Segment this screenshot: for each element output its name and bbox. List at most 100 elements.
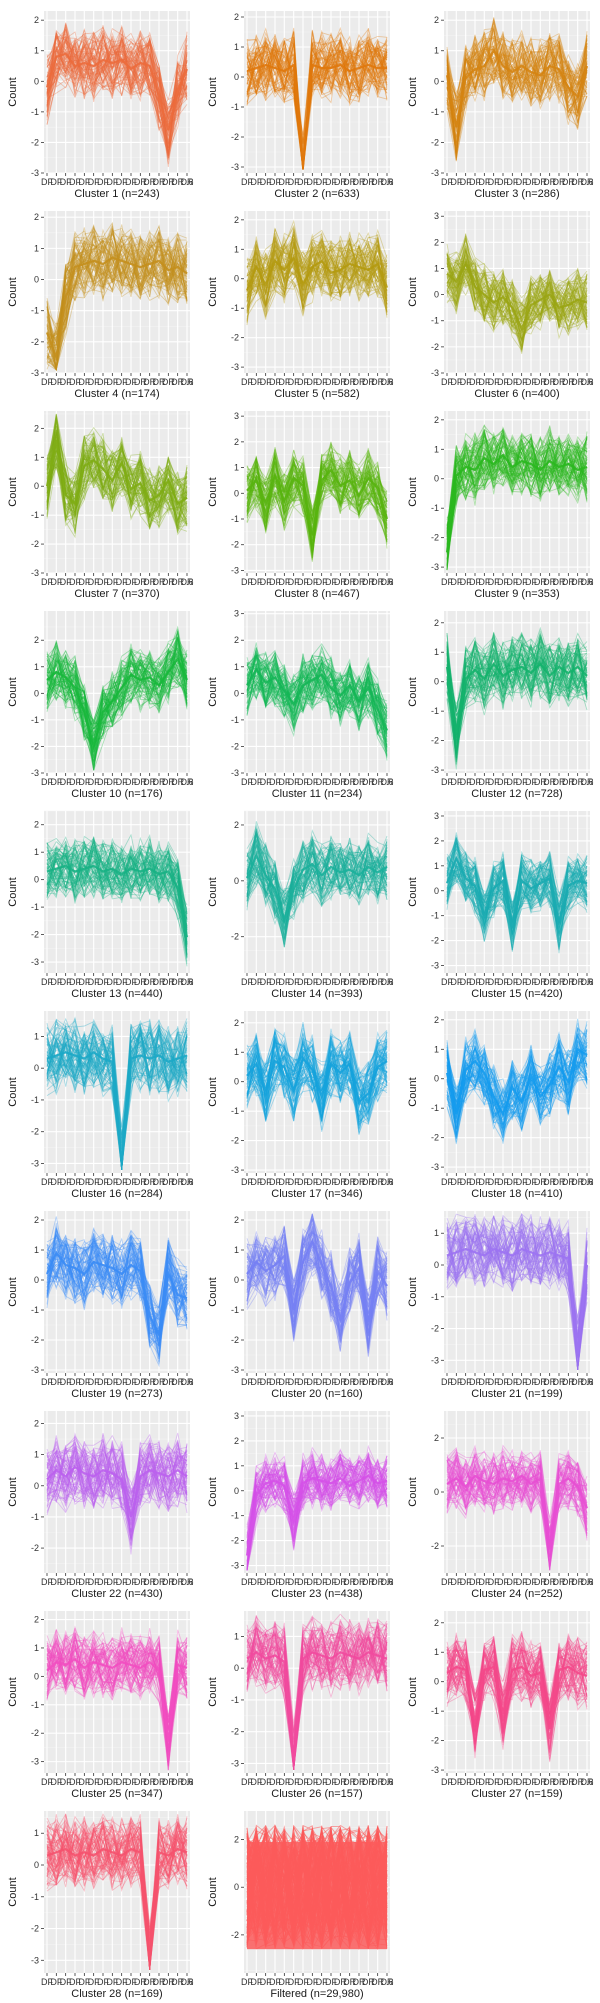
profile-line [246, 37, 388, 143]
y-tick-label: 0 [434, 1074, 439, 1084]
profile-line [446, 1225, 588, 1365]
profile-line [46, 1442, 188, 1533]
y-axis-label: Count [7, 877, 19, 906]
x-tick-label: DF [506, 1777, 518, 1787]
x-tick-label-last: .6 [586, 1777, 594, 1787]
profile-line [246, 1459, 388, 1571]
profile-line [446, 261, 588, 340]
x-tick-label: DF [116, 1577, 128, 1587]
profile-line [446, 838, 588, 936]
x-tick-label: DF [488, 777, 500, 787]
profile-line [246, 1624, 388, 1770]
y-axis-label: Count [407, 877, 419, 906]
x-tick-label: DF [278, 1977, 290, 1987]
x-tick-label: DF [497, 177, 509, 187]
profile-line [246, 27, 388, 171]
profile-line [246, 1027, 388, 1113]
y-tick-label: -2 [231, 741, 239, 751]
profile-lines [245, 1444, 388, 1571]
profile-line [246, 33, 388, 143]
y-tick-label: 2 [34, 1418, 39, 1428]
profile-line [46, 840, 188, 967]
x-tick-label: DF [450, 777, 462, 787]
profile-line [246, 455, 388, 547]
profile-line [446, 1230, 588, 1370]
profile-line [46, 445, 188, 526]
profile-line [46, 239, 188, 371]
profile-line [446, 21, 588, 133]
x-tick-label: DR [581, 1177, 594, 1187]
profile-line [446, 633, 588, 750]
profile-line [246, 46, 388, 166]
profile-line [46, 1241, 188, 1359]
profile-line [446, 37, 588, 114]
cluster-centroid-line [446, 1474, 589, 1549]
profile-line [46, 1435, 188, 1532]
profile-line [246, 232, 388, 291]
profile-line [46, 36, 188, 115]
profile-line [246, 839, 388, 920]
plot-background [244, 411, 390, 573]
x-tick-label: DF [469, 1177, 481, 1187]
profile-line [46, 843, 188, 926]
y-axis-label: Count [7, 1677, 19, 1706]
plot-background [244, 1411, 390, 1573]
profile-line [446, 1032, 588, 1131]
profile-line [46, 1027, 188, 1139]
profile-line [46, 1819, 188, 1942]
profile-line [446, 1218, 588, 1370]
x-tick-label-last: .6 [186, 777, 194, 787]
x-tick-label: DR [553, 977, 566, 987]
cluster-chart-svg: -3-2-1012DFDFDFDFDFDFDFDFDFDFDRDRDRDRDRD… [407, 11, 594, 200]
profile-line [246, 642, 388, 723]
profile-line [246, 1627, 388, 1730]
profile-line [246, 849, 388, 917]
profile-line [446, 1046, 588, 1139]
profile-line [246, 228, 388, 297]
x-tick-label: DF [241, 377, 253, 387]
profile-line [246, 49, 388, 171]
cluster-panel: -2 0 2 DF DF DF DF DF DF DF DF DF DF DR DR DR DR DR DR .6 Co… [200, 803, 400, 1003]
profile-line [246, 1023, 388, 1097]
x-tick-label: DF [441, 177, 453, 187]
profile-line [446, 1451, 588, 1553]
profile-line [46, 1814, 188, 1956]
profile-line [446, 233, 588, 329]
profile-line [246, 1626, 388, 1770]
profile-line [246, 656, 388, 727]
x-tick-label: DR [134, 177, 147, 187]
profile-line [46, 225, 188, 370]
profile-line [46, 840, 188, 928]
profile-line [46, 1440, 188, 1516]
profile-line [446, 631, 588, 728]
profile-line [246, 851, 388, 923]
profile-line [446, 1033, 588, 1130]
profile-line [446, 1222, 588, 1370]
y-tick-label: 0 [34, 1063, 39, 1073]
profile-line [446, 1637, 588, 1752]
cluster-panel: -3 -2 -1 0 1 2 3 DF DF DF DF DF DF DF DF DF DF DR DR DR DR DR… [200, 403, 400, 603]
profile-line [246, 1459, 388, 1541]
y-tick-label: 1 [434, 647, 439, 657]
profile-line [246, 1453, 388, 1526]
profile-line [246, 235, 388, 310]
y-tick-label: -3 [31, 568, 39, 578]
profile-line [46, 417, 188, 533]
profile-line [246, 831, 388, 937]
profile-line [246, 1453, 388, 1543]
x-tick-label: DF [106, 1377, 118, 1387]
profile-line [446, 431, 588, 541]
profile-lines [245, 219, 389, 326]
x-tick-label: DF [297, 1377, 309, 1387]
profile-line [46, 429, 188, 523]
profile-line [446, 1460, 588, 1565]
profile-line [46, 836, 188, 931]
profile-line [246, 1245, 388, 1339]
profile-line [46, 1822, 188, 1949]
profile-line [46, 428, 188, 532]
y-tick-label: 0 [434, 1677, 439, 1687]
profile-line [246, 658, 388, 733]
profile-line [246, 843, 388, 946]
x-tick-label: DR [534, 577, 547, 587]
x-tick-label: DF [260, 1977, 272, 1987]
